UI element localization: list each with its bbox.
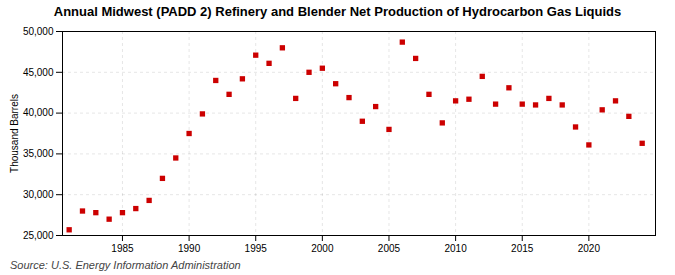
- svg-text:40,000: 40,000: [23, 107, 54, 118]
- svg-text:2020: 2020: [578, 243, 601, 254]
- svg-text:1985: 1985: [111, 243, 134, 254]
- svg-text:35,000: 35,000: [23, 148, 54, 159]
- svg-text:2015: 2015: [511, 243, 534, 254]
- svg-text:30,000: 30,000: [23, 189, 54, 200]
- svg-text:45,000: 45,000: [23, 67, 54, 78]
- svg-text:1995: 1995: [245, 243, 268, 254]
- svg-text:25,000: 25,000: [23, 230, 54, 241]
- html-text:Source: U.S. Energy Informatio: Source: U.S. Energy Information Administ…: [10, 259, 241, 271]
- svg-text:50,000: 50,000: [23, 26, 54, 37]
- svg-text:Thousand Barrels: Thousand Barrels: [9, 94, 20, 173]
- svg-text:2000: 2000: [311, 243, 334, 254]
- html-text:Annual Midwest (PADD 2) Refine: Annual Midwest (PADD 2) Refinery and Ble…: [53, 4, 622, 19]
- svg-text:2005: 2005: [378, 243, 401, 254]
- svg-text:2010: 2010: [444, 243, 467, 254]
- svg-text:1990: 1990: [178, 243, 201, 254]
